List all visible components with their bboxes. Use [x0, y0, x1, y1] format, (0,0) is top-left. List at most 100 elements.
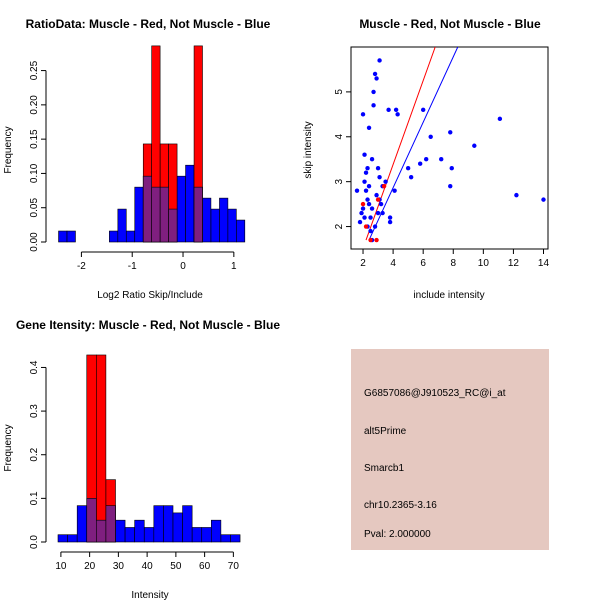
- not-muscle-point: [420, 107, 426, 113]
- gene-histogram: 10 20 30 40 50 60 70 0.0 0.1 0.2 0.3 0.4: [29, 354, 241, 572]
- ratio-x-tick-label: -2: [77, 261, 86, 272]
- gene-y-tick-label: 0.4: [29, 360, 40, 374]
- gene-blue-bar: [57, 534, 68, 543]
- not-muscle-point: [368, 228, 373, 234]
- ratio-x-tick-label: 0: [180, 261, 186, 272]
- not-muscle-point: [387, 219, 393, 225]
- gene-blue-bar: [201, 527, 212, 543]
- not-muscle-point: [374, 76, 379, 81]
- gene-x-tick-label: 40: [142, 561, 154, 572]
- gene-blue-bar: [172, 512, 183, 543]
- probe-id: G6857086@J910523_RC@i_at: [364, 388, 506, 399]
- gene-y-tick-label: 0.2: [29, 447, 40, 461]
- not-muscle-point: [448, 130, 453, 135]
- ratio-overlap-bar: [159, 186, 169, 243]
- not-muscle-point: [408, 174, 414, 180]
- ratio-hist-xlabel: Log2 Ratio Skip/Include: [97, 290, 203, 301]
- not-muscle-point: [386, 107, 391, 113]
- scatter-y-tick-label: 4: [334, 134, 345, 140]
- not-muscle-point: [360, 206, 366, 211]
- not-muscle-point: [359, 210, 364, 216]
- not-muscle-point: [375, 210, 381, 216]
- scatter-x-tick-label: 8: [450, 258, 456, 269]
- not-muscle-point: [395, 112, 400, 117]
- scatter-ylabel: skip intensity: [303, 121, 314, 178]
- ratio-blue-bar: [117, 208, 127, 243]
- gene-overlap-bar: [96, 519, 107, 543]
- not-muscle-point: [417, 161, 423, 166]
- scatter-frame: [350, 46, 549, 250]
- not-muscle-point: [380, 210, 385, 216]
- not-muscle-point: [405, 166, 411, 171]
- not-muscle-point: [362, 152, 367, 157]
- scatter-x-tick-label: 12: [508, 258, 520, 269]
- not-muscle-point: [366, 201, 372, 207]
- not-muscle-point: [365, 197, 370, 202]
- ratio-y-tick-label: 0.25: [29, 60, 40, 80]
- not-muscle-point: [423, 157, 429, 162]
- ratio-y-tick-label: 0.15: [29, 129, 40, 149]
- scatter-title: Muscle - Red, Not Muscle - Blue: [359, 17, 541, 31]
- genomic-location: chr10.2365-3.16: [364, 500, 437, 511]
- info-box: G6857086@J910523_RC@i_at alt5Prime Smarc…: [351, 349, 549, 550]
- not-muscle-point: [365, 166, 370, 171]
- event-type: alt5Prime: [364, 426, 407, 437]
- not-muscle-point: [387, 215, 393, 220]
- gene-blue-bar: [230, 534, 241, 543]
- not-muscle-point: [375, 166, 381, 171]
- not-muscle-point: [363, 170, 369, 175]
- gene-x-tick-label: 70: [228, 561, 240, 572]
- gene-y-tick-label: 0.0: [29, 535, 40, 549]
- scatter-x-tick-label: 14: [538, 258, 550, 269]
- scatter-y-tick-label: 5: [334, 89, 345, 95]
- gene-blue-bar: [163, 505, 174, 543]
- not-muscle-point: [378, 201, 384, 207]
- ratio-blue-bar: [227, 208, 237, 243]
- not-muscle-point: [372, 71, 378, 77]
- not-muscle-point: [360, 112, 366, 117]
- not-muscle-point: [439, 157, 444, 162]
- gene-hist-ylabel: Frequency: [3, 424, 14, 471]
- muscle-point: [360, 201, 366, 207]
- ratio-x-tick-label: 1: [231, 261, 237, 272]
- info-box-background: [351, 349, 549, 550]
- gene-x-tick-label: 30: [113, 561, 125, 572]
- muscle-point: [374, 237, 379, 243]
- muscle-point: [375, 197, 381, 202]
- gene-blue-bar: [67, 534, 78, 543]
- scatter-x-tick-label: 4: [390, 258, 396, 269]
- scatter-x-tick-label: 6: [420, 258, 426, 269]
- gene-x-tick-label: 50: [170, 561, 182, 572]
- not-muscle-point: [497, 116, 503, 122]
- not-muscle-point: [368, 215, 373, 220]
- gene-overlap-bar: [105, 505, 116, 543]
- not-muscle-point: [371, 103, 376, 108]
- gene-blue-bar: [76, 505, 88, 543]
- gene-overlap-bar: [86, 498, 97, 543]
- not-muscle-point: [354, 188, 360, 193]
- gene-blue-bar: [153, 505, 164, 543]
- ratio-y-tick-label: 0.10: [29, 163, 40, 183]
- muscle-point: [381, 183, 387, 189]
- not-muscle-point: [383, 179, 388, 184]
- ratio-blue-bar: [125, 230, 136, 243]
- gene-blue-bar: [182, 505, 193, 543]
- ratio-y-tick-label: 0.00: [29, 232, 40, 252]
- ratio-blue-bar: [236, 219, 246, 243]
- gene-x-tick-label: 20: [84, 561, 96, 572]
- ratio-overlap-bar: [151, 186, 161, 243]
- not-muscle-point: [448, 183, 453, 189]
- not-muscle-point: [371, 89, 376, 95]
- ratio-blue-bar: [134, 186, 144, 243]
- muscle-point: [368, 237, 373, 243]
- ratio-hist-title: RatioData: Muscle - Red, Not Muscle - Bl…: [26, 17, 271, 31]
- ratio-overlap-bar: [142, 175, 152, 243]
- gene-y-tick-label: 0.1: [29, 491, 40, 505]
- not-muscle-point: [372, 224, 378, 229]
- gene-hist-title: Gene Itensity: Muscle - Red, Not Muscle …: [16, 318, 280, 332]
- not-muscle-point: [362, 179, 367, 184]
- gene-red-bar: [96, 354, 107, 543]
- ratio-y-tick-label: 0.05: [29, 198, 40, 218]
- not-muscle-point: [472, 143, 477, 148]
